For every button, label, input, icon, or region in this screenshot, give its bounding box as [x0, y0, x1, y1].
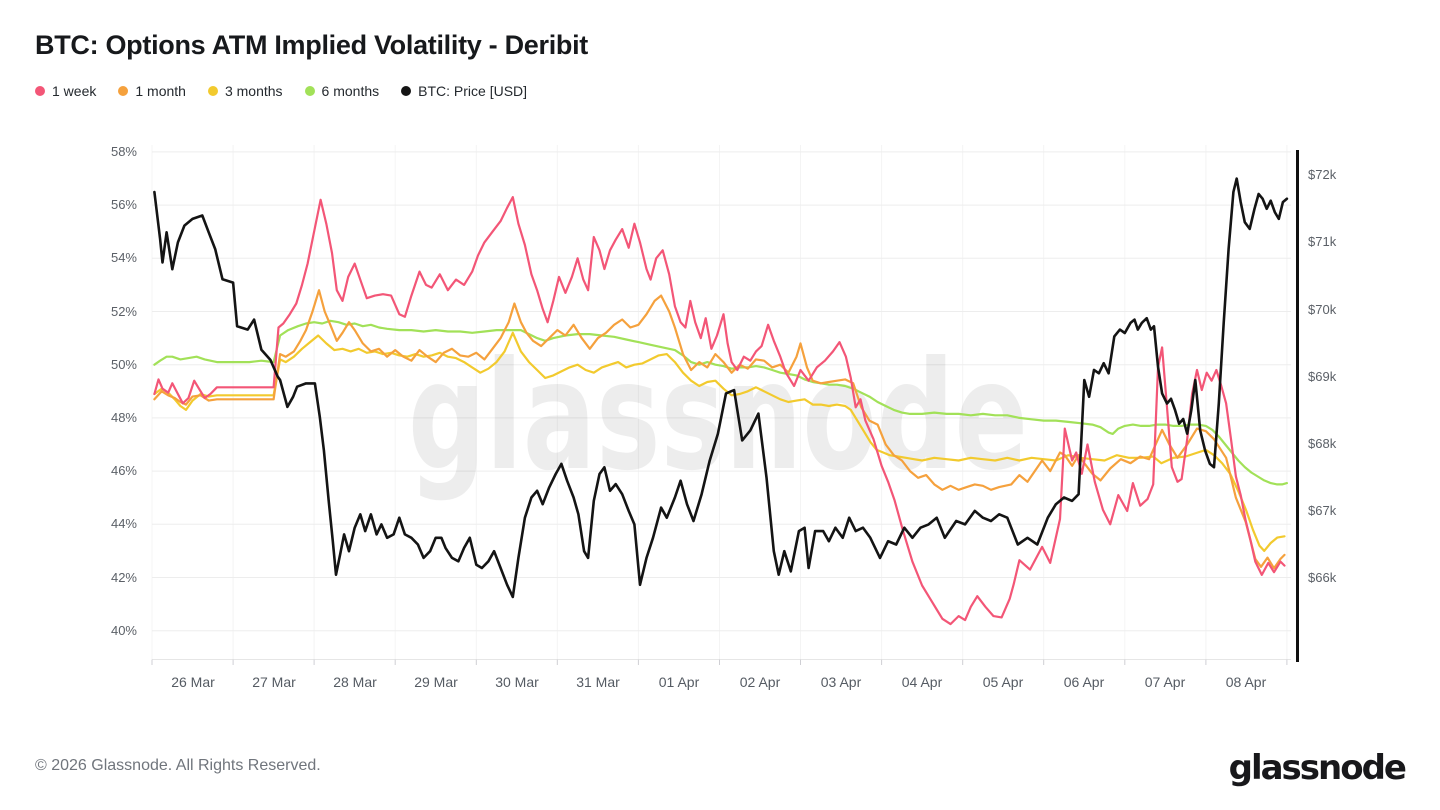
legend-label-btc-price: BTC: Price [USD] [418, 83, 528, 99]
legend-item-3-months[interactable]: 3 months [207, 83, 283, 99]
legend-dot-3-months-icon [207, 86, 218, 96]
legend-label-3-months: 3 months [224, 83, 283, 99]
plot-area[interactable] [152, 145, 1291, 660]
legend-item-1-week[interactable]: 1 week [35, 83, 96, 99]
x-axis-label: 26 Mar [171, 674, 215, 690]
x-axis-label: 27 Mar [252, 674, 296, 690]
x-axis-label: 01 Apr [658, 674, 700, 690]
legend-item-btc-price[interactable]: BTC: Price [USD] [401, 83, 527, 99]
y-axis-label-right: $70k [1308, 302, 1337, 317]
y-axis-label-left: 46% [110, 463, 137, 478]
page-title: BTC: Options ATM Implied Volatility - De… [35, 30, 588, 60]
copyright-text: © 2026 Glassnode. All Rights Reserved. [35, 757, 321, 774]
y-axis-label-left: 42% [110, 570, 137, 585]
y-axis-label-left: 56% [110, 197, 137, 212]
x-axis-label: 05 Apr [982, 674, 1024, 690]
x-axis-label: 08 Apr [1225, 674, 1267, 690]
y-axis-label-left: 50% [110, 357, 137, 372]
y-axis-label-right: $68k [1308, 436, 1337, 451]
series-line-6-months [153, 319, 1288, 486]
x-axis-label: 07 Apr [1144, 674, 1186, 690]
x-axis-label: 30 Mar [495, 674, 539, 690]
legend-item-1-month[interactable]: 1 month [118, 83, 186, 99]
x-axis-label: 29 Mar [414, 674, 458, 690]
chart-legend: 1 week 1 month 3 months 6 months BTC: Pr… [35, 83, 527, 99]
x-axis-label: 31 Mar [576, 674, 620, 690]
y-axis-label-right: $66k [1308, 570, 1337, 585]
x-axis-label: 02 Apr [739, 674, 781, 690]
y-axis-label-right: $72k [1308, 167, 1337, 182]
legend-dot-btc-price-icon [401, 86, 412, 96]
y-axis-label-right: $71k [1308, 234, 1337, 249]
series-line-btc-price-usd- [153, 177, 1289, 599]
legend-label-6-months: 6 months [321, 83, 380, 99]
glassnode-logo: glassnode [1228, 748, 1407, 788]
series-line-1-month [153, 289, 1286, 570]
legend-label-1-week: 1 week [52, 83, 97, 99]
y-axis-label-right: $67k [1308, 503, 1337, 518]
y-axis-label-left: 40% [110, 623, 137, 638]
y-axis-label-left: 52% [110, 304, 137, 319]
x-axis-label: 06 Apr [1063, 674, 1105, 690]
legend-dot-1-month-icon [118, 86, 129, 96]
x-axis-label: 04 Apr [901, 674, 943, 690]
legend-dot-6-months-icon [304, 86, 315, 96]
y-axis-label-right: $69k [1308, 369, 1337, 384]
legend-item-6-months[interactable]: 6 months [304, 83, 380, 99]
y-axis-label-left: 54% [110, 250, 137, 265]
legend-dot-1-week-icon [35, 86, 45, 96]
y-axis-label-left: 48% [110, 410, 137, 425]
legend-label-1-month: 1 month [135, 83, 186, 99]
x-axis-label: 28 Mar [333, 674, 377, 690]
y-axis-label-left: 44% [110, 516, 137, 531]
series-line-1-week [153, 196, 1286, 626]
x-axis-label: 03 Apr [820, 674, 862, 690]
y-axis-label-left: 58% [110, 144, 137, 159]
